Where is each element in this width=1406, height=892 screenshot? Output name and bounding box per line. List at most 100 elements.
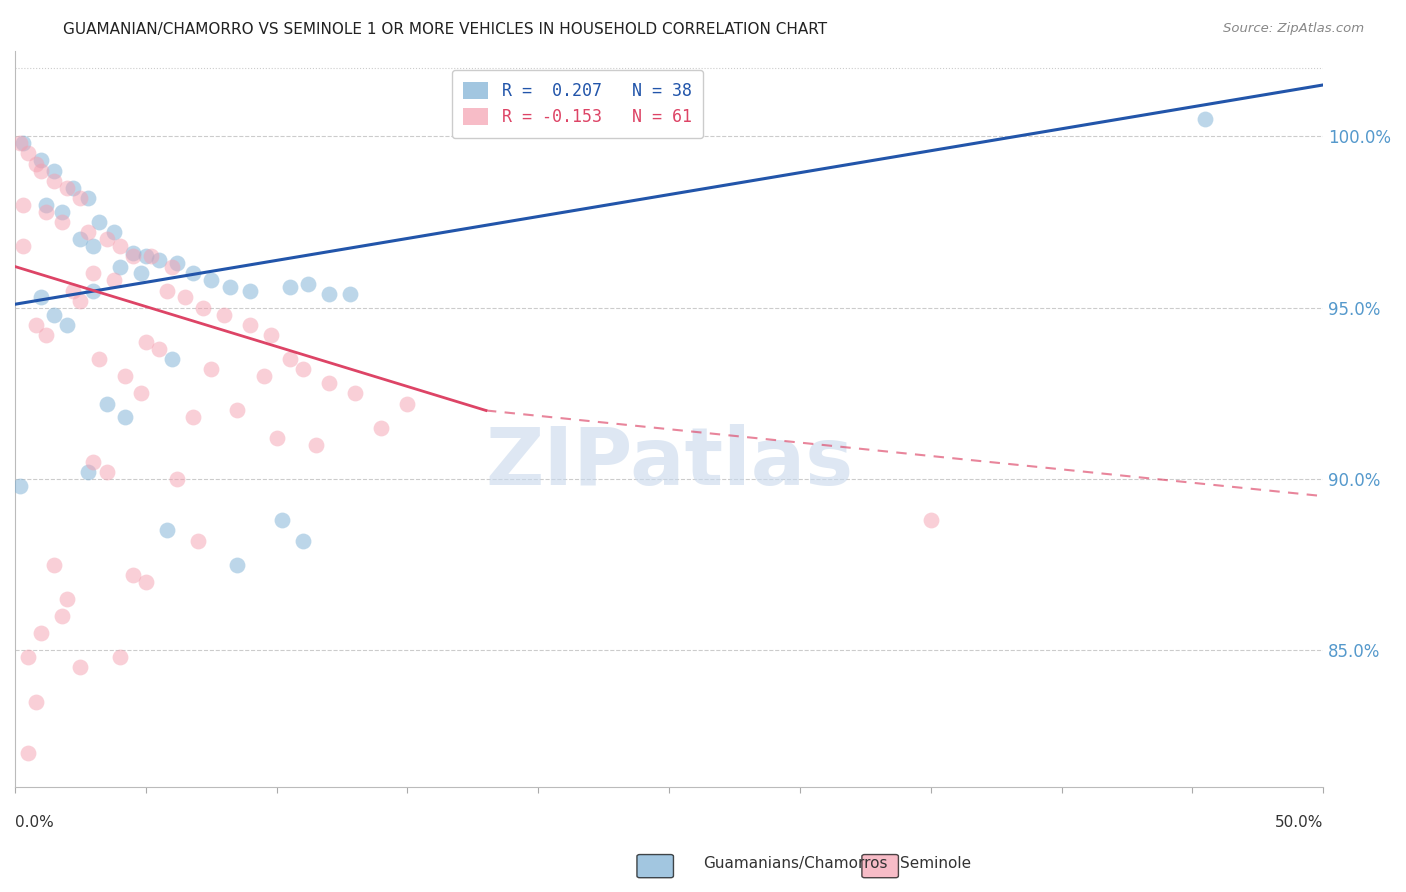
Point [77, 465, 100, 479]
Point [920, 513, 942, 527]
Point [305, 438, 328, 452]
Point [344, 386, 367, 401]
Point [121, 568, 143, 582]
Point [291, 533, 314, 548]
Point [11, 136, 34, 151]
Text: GUAMANIAN/CHAMORRO VS SEMINOLE 1 OR MORE VEHICLES IN HOUSEHOLD CORRELATION CHART: GUAMANIAN/CHAMORRO VS SEMINOLE 1 OR MORE… [63, 22, 827, 37]
Point [396, 396, 419, 410]
Point [44, 558, 66, 572]
Point [370, 420, 392, 434]
Point [77, 191, 100, 205]
Point [82, 455, 104, 469]
Point [77, 225, 100, 239]
Point [69, 232, 91, 246]
Point [82, 267, 104, 281]
Point [30, 290, 52, 304]
Point [56, 591, 79, 606]
Point [62, 180, 84, 194]
Point [17, 746, 39, 760]
Point [51, 215, 73, 229]
Point [69, 293, 91, 308]
Point [96, 232, 118, 246]
Point [44, 163, 66, 178]
Point [56, 180, 79, 194]
Point [135, 574, 157, 589]
Point [82, 284, 104, 298]
Point [139, 249, 162, 263]
Point [35, 204, 58, 219]
Point [278, 280, 301, 294]
Point [181, 410, 204, 425]
Point [226, 558, 249, 572]
Point [160, 352, 183, 367]
Point [44, 174, 66, 188]
Point [25, 157, 48, 171]
Point [17, 146, 39, 161]
Point [8, 479, 31, 493]
Point [8, 136, 31, 151]
Point [108, 239, 131, 253]
Point [166, 256, 188, 270]
Point [160, 260, 183, 274]
Point [69, 660, 91, 674]
Point [270, 513, 292, 527]
Text: Seminole: Seminole [900, 856, 972, 871]
Point [129, 267, 152, 281]
Point [25, 318, 48, 332]
Point [148, 342, 170, 356]
Point [44, 308, 66, 322]
Point [87, 352, 110, 367]
Point [96, 465, 118, 479]
Point [103, 225, 125, 239]
Point [82, 239, 104, 253]
Point [148, 252, 170, 267]
Point [51, 204, 73, 219]
Text: Guamanians/Chamorros: Guamanians/Chamorros [703, 856, 887, 871]
Point [181, 267, 204, 281]
Point [187, 533, 209, 548]
Text: Source: ZipAtlas.com: Source: ZipAtlas.com [1223, 22, 1364, 36]
Point [121, 245, 143, 260]
Point [200, 362, 222, 376]
Point [214, 308, 236, 322]
Point [156, 524, 179, 538]
Point [69, 191, 91, 205]
Point [252, 369, 274, 384]
Point [260, 328, 283, 343]
Point [108, 650, 131, 665]
Point [103, 273, 125, 287]
Point [51, 609, 73, 624]
Point [226, 403, 249, 417]
Point [129, 386, 152, 401]
Point [135, 334, 157, 349]
Point [318, 376, 340, 390]
Point [339, 287, 361, 301]
Point [35, 328, 58, 343]
Point [174, 290, 197, 304]
Point [11, 198, 34, 212]
Point [318, 287, 340, 301]
Point [278, 352, 301, 367]
Point [166, 472, 188, 486]
Point [96, 396, 118, 410]
Point [108, 260, 131, 274]
Point [200, 273, 222, 287]
Point [266, 431, 288, 445]
Point [30, 626, 52, 640]
Text: 50.0%: 50.0% [1275, 814, 1323, 830]
Point [297, 277, 319, 291]
Point [30, 153, 52, 168]
Text: ZIPatlas: ZIPatlas [485, 425, 853, 502]
Point [17, 650, 39, 665]
Point [156, 284, 179, 298]
Point [56, 318, 79, 332]
Point [135, 249, 157, 263]
Point [121, 249, 143, 263]
Point [30, 163, 52, 178]
Point [114, 410, 136, 425]
Point [239, 284, 262, 298]
Point [218, 280, 240, 294]
Point [1194, 112, 1216, 127]
Legend: R =  0.207   N = 38, R = -0.153   N = 61: R = 0.207 N = 38, R = -0.153 N = 61 [451, 70, 703, 138]
Point [239, 318, 262, 332]
